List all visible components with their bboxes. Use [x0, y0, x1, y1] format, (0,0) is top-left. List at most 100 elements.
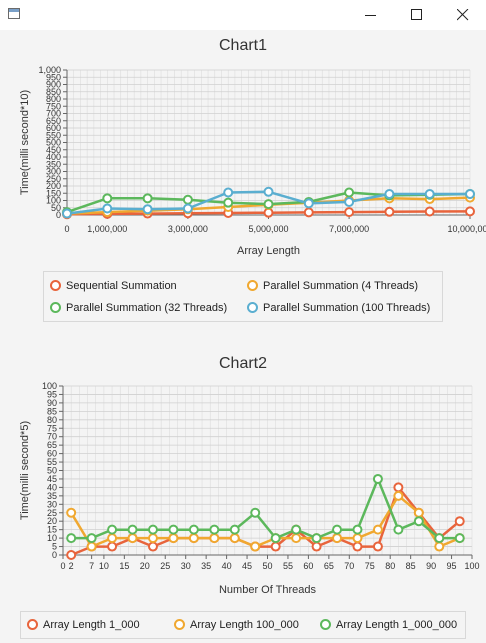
- x-tick-label: 7,000,000: [329, 224, 369, 234]
- y-tick-label: 950: [46, 72, 61, 82]
- x-tick-label: 75: [365, 561, 375, 571]
- x-tick-label: 20: [140, 561, 150, 571]
- y-tick-label: 100: [46, 196, 61, 206]
- y-tick-label: 80: [47, 415, 57, 425]
- data-point: [303, 207, 314, 218]
- x-tick-label: 35: [201, 561, 211, 571]
- legend-symbol: [27, 618, 38, 630]
- x-tick-label: 10: [99, 561, 109, 571]
- y-tick-label: 65: [47, 440, 57, 450]
- data-point: [465, 188, 475, 199]
- y-tick-label: 70: [47, 432, 57, 442]
- data-point: [454, 533, 465, 544]
- legend-symbol: [174, 618, 185, 630]
- legend-symbol: [247, 301, 258, 313]
- y-tick-label: 350: [46, 159, 61, 169]
- y-tick-label: 550: [46, 130, 61, 140]
- data-point: [107, 541, 118, 552]
- data-point: [182, 194, 193, 205]
- legend-symbol: [320, 618, 331, 630]
- data-point: [424, 188, 435, 199]
- data-point: [372, 473, 383, 484]
- y-tick-label: 35: [47, 491, 57, 501]
- y-tick-label: 1,000: [38, 65, 61, 75]
- data-point: [454, 516, 465, 527]
- data-point: [250, 541, 261, 552]
- x-tick-label: 0: [64, 224, 69, 234]
- data-point: [413, 516, 424, 527]
- y-tick-label: 30: [47, 499, 57, 509]
- y-tick-label: 500: [46, 138, 61, 148]
- data-point: [142, 193, 153, 204]
- y-tick-label: 50: [47, 466, 57, 476]
- y-axis-label: Time(milli second*5): [19, 421, 31, 520]
- data-point: [66, 533, 77, 544]
- data-point: [229, 533, 240, 544]
- x-tick-label: 25: [160, 561, 170, 571]
- y-tick-label: 75: [47, 423, 57, 433]
- data-point: [223, 197, 234, 208]
- x-tick-label: 30: [181, 561, 191, 571]
- data-point: [147, 533, 158, 544]
- y-tick-label: 400: [46, 152, 61, 162]
- y-tick-label: 40: [47, 482, 57, 492]
- x-tick-label: 7: [89, 561, 94, 571]
- data-point: [142, 204, 153, 215]
- y-tick-label: 55: [47, 457, 57, 467]
- chart1-title: Chart1: [218, 37, 268, 54]
- legend-label: Array Length 1_000_000: [336, 619, 458, 631]
- data-point: [102, 203, 113, 214]
- y-tick-label: 250: [46, 174, 61, 184]
- data-point: [263, 199, 274, 210]
- data-point: [168, 524, 179, 535]
- data-point: [413, 507, 424, 518]
- minimize-button[interactable]: [348, 0, 394, 30]
- y-tick-label: 600: [46, 123, 61, 133]
- data-point: [102, 193, 113, 204]
- x-tick-label: 85: [406, 561, 416, 571]
- data-point: [434, 533, 445, 544]
- data-point: [168, 533, 179, 544]
- data-point: [465, 206, 475, 217]
- close-button[interactable]: [440, 0, 486, 30]
- chart2-plot: 0510152025303540455055606570758085909510…: [19, 381, 480, 596]
- legend-item-1000000: Array Length 1_000_000: [320, 617, 457, 633]
- data-point: [352, 524, 363, 535]
- x-tick-label: 2: [69, 561, 74, 571]
- x-tick-label: 10,000,000: [447, 224, 486, 234]
- x-tick-label: 100: [464, 561, 479, 571]
- data-point: [86, 533, 97, 544]
- y-tick-label: 0: [52, 550, 57, 560]
- data-point: [311, 541, 322, 552]
- x-tick-label: 15: [119, 561, 129, 571]
- y-tick-label: 650: [46, 116, 61, 126]
- y-tick-label: 100: [42, 381, 57, 391]
- data-point: [223, 187, 234, 198]
- chart2-title: Chart2: [218, 355, 268, 372]
- data-point: [209, 524, 220, 535]
- data-point: [107, 524, 118, 535]
- chart1-plot: 0501001502002503003504004505005506006507…: [19, 65, 486, 257]
- x-axis-label: Number Of Threads: [219, 584, 317, 596]
- y-tick-label: 60: [47, 449, 57, 459]
- chart1-legend: Sequential Summation Parallel Summation …: [43, 271, 443, 322]
- legend-item-sequential: Sequential Summation: [50, 278, 177, 294]
- x-tick-label: 60: [303, 561, 313, 571]
- data-point: [303, 198, 314, 209]
- x-tick-label: 1,000,000: [87, 224, 127, 234]
- data-point: [66, 550, 77, 560]
- y-tick-label: 95: [47, 389, 57, 399]
- data-point: [127, 524, 138, 535]
- legend-label: Array Length 100_000: [190, 619, 299, 631]
- data-point: [332, 524, 343, 535]
- data-point: [344, 207, 355, 218]
- maximize-button[interactable]: [394, 0, 440, 30]
- y-tick-label: 200: [46, 181, 61, 191]
- y-tick-label: 850: [46, 87, 61, 97]
- legend-label: Parallel Summation (4 Threads): [263, 280, 419, 292]
- data-point: [393, 482, 404, 493]
- maximize-icon: [411, 9, 422, 20]
- y-tick-label: 50: [51, 203, 61, 213]
- y-tick-label: 85: [47, 406, 57, 416]
- data-point: [127, 533, 138, 544]
